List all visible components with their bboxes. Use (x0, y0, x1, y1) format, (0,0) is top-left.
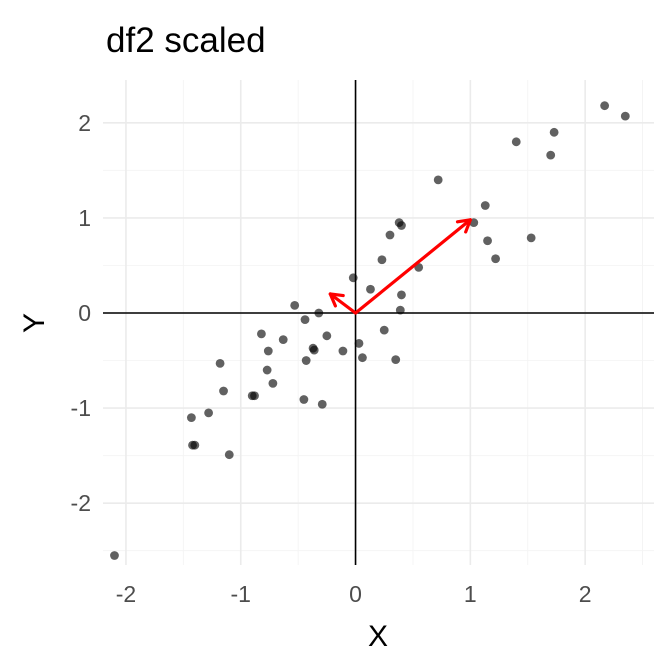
major-gridlines (103, 80, 654, 565)
data-point (366, 284, 375, 294)
data-point (397, 290, 406, 300)
data-point (395, 305, 405, 315)
data-point (219, 386, 228, 396)
y-axis-tick-labels: -2 -1 0 1 2 (71, 110, 91, 516)
y-tick-label: 1 (78, 205, 91, 231)
y-tick-label: -1 (71, 395, 91, 421)
x-tick-label: -2 (116, 581, 136, 607)
data-point (278, 335, 288, 345)
data-point (358, 353, 367, 363)
data-point (263, 346, 273, 356)
data-point (314, 308, 324, 318)
data-points (110, 101, 630, 560)
data-point (546, 150, 556, 160)
arrow-head (455, 218, 472, 234)
x-tick-label: -1 (231, 581, 251, 607)
data-point (348, 273, 358, 283)
data-point (299, 395, 309, 404)
data-point (549, 127, 559, 137)
data-point (268, 378, 278, 388)
data-point (620, 111, 630, 121)
data-point (215, 358, 225, 368)
data-point (397, 221, 406, 230)
data-point (290, 300, 300, 310)
x-axis-tick-labels: -2 -1 0 1 2 (116, 581, 592, 607)
data-point (391, 355, 401, 364)
data-point (511, 137, 521, 147)
x-tick-label: 0 (349, 581, 362, 607)
data-point (377, 255, 387, 265)
chart-title: df2 scaled (106, 21, 266, 60)
arrow-shaft (353, 218, 472, 315)
data-point (433, 175, 443, 185)
data-point (526, 233, 536, 243)
data-point (224, 450, 234, 460)
data-point (257, 329, 266, 339)
data-point (110, 551, 119, 560)
data-point (317, 399, 327, 409)
data-point (204, 408, 214, 418)
data-point (354, 339, 364, 348)
x-axis-title: X (368, 620, 388, 653)
data-point (385, 230, 395, 240)
data-point (491, 254, 500, 264)
data-point (379, 325, 389, 335)
data-point (300, 315, 310, 325)
x-tick-label: 2 (579, 581, 592, 607)
data-point (309, 345, 319, 355)
data-point (190, 440, 200, 450)
data-point (301, 356, 311, 365)
y-tick-label: -2 (71, 490, 91, 516)
data-point (483, 236, 492, 246)
data-point (186, 413, 196, 422)
y-tick-label: 2 (78, 110, 91, 136)
minor-gridlines (103, 80, 654, 565)
y-tick-label: 0 (78, 300, 91, 326)
data-point (250, 391, 259, 401)
arrow-head (328, 292, 345, 308)
data-point (322, 331, 332, 341)
data-point (600, 101, 610, 111)
x-tick-label: 1 (464, 581, 477, 607)
direction-arrows (328, 218, 472, 315)
data-point (480, 201, 490, 210)
data-point (338, 346, 348, 356)
zero-reference-lines (103, 80, 654, 565)
y-axis-title: Y (18, 313, 51, 333)
data-point (262, 365, 272, 375)
arrow-shaft (328, 292, 358, 315)
